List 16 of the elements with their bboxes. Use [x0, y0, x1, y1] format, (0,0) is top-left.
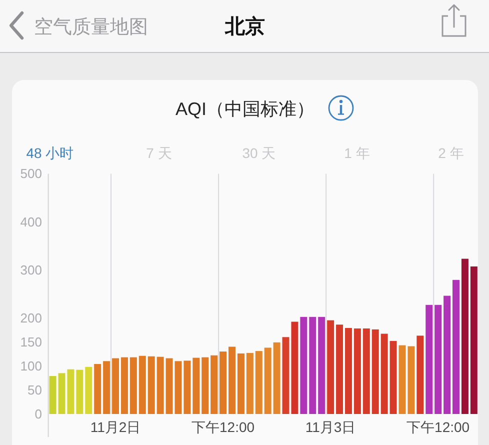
y-tick-label: 400: [20, 214, 42, 230]
x-tick-label: 下午12:00: [406, 419, 470, 435]
x-tick-label: 下午12:00: [192, 419, 255, 435]
annotation: 空气质量地图: [34, 17, 148, 38]
y-tick-label: 500: [20, 166, 42, 182]
y-tick-label: 300: [20, 262, 42, 278]
y-tick-label: 150: [20, 334, 42, 350]
x-tick-label: 11月2日: [90, 419, 141, 435]
annotation: 48 小时: [26, 145, 74, 161]
y-tick-label: 50: [28, 382, 42, 398]
annotation: 北京: [225, 16, 265, 38]
title: AQI（中国标准）: [176, 99, 314, 119]
y-tick-label: 200: [20, 310, 42, 326]
y-tick-label: 0: [34, 406, 42, 422]
x-tick-label: 11月3日: [305, 419, 356, 435]
y-tick-label: 100: [20, 358, 42, 374]
